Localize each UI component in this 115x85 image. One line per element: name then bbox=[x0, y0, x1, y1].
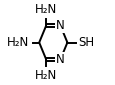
Text: H₂N: H₂N bbox=[35, 69, 57, 82]
Text: H₂N: H₂N bbox=[7, 36, 29, 49]
Text: N: N bbox=[56, 19, 64, 32]
Text: SH: SH bbox=[78, 36, 94, 49]
Text: N: N bbox=[56, 53, 64, 66]
Text: H₂N: H₂N bbox=[35, 3, 57, 16]
